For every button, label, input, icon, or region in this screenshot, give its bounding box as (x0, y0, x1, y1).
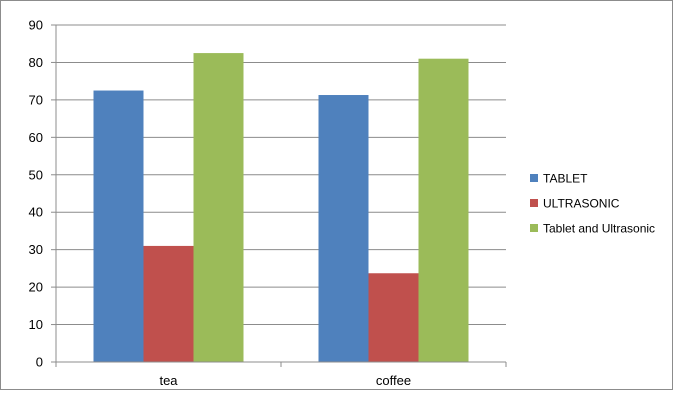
y-tick-label: 30 (29, 242, 43, 257)
legend-label: ULTRASONIC (543, 197, 620, 211)
y-tick-label: 80 (29, 55, 43, 70)
x-tick-label: coffee (376, 373, 411, 388)
y-tick-label: 10 (29, 317, 43, 332)
y-tick-label: 0 (36, 355, 43, 370)
legend-swatch (530, 199, 538, 207)
y-tick-label: 40 (29, 205, 43, 220)
bar-3-tea (193, 53, 244, 362)
bar-1-coffee (318, 95, 369, 362)
y-axis: 0 10 20 30 40 50 60 70 80 90 (29, 18, 57, 370)
bar-2-tea (143, 245, 194, 362)
y-tick-label: 20 (29, 280, 43, 295)
y-tick-label: 70 (29, 92, 43, 107)
legend-swatch (530, 224, 538, 232)
bar-1-tea (93, 90, 144, 363)
bar-3-coffee (418, 58, 469, 362)
legend-label: Tablet and Ultrasonic (543, 222, 655, 236)
legend-swatch (530, 174, 538, 182)
x-axis: tea coffee (55, 361, 507, 388)
legend: TABLET ULTRASONIC Tablet and Ultrasonic (530, 172, 655, 236)
y-tick-label: 60 (29, 130, 43, 145)
bars (93, 53, 469, 363)
bar-2-coffee (368, 273, 419, 362)
y-tick-label: 90 (29, 18, 43, 33)
y-tick-label: 50 (29, 167, 43, 182)
x-tick-label: tea (159, 373, 178, 388)
legend-label: TABLET (543, 172, 588, 186)
